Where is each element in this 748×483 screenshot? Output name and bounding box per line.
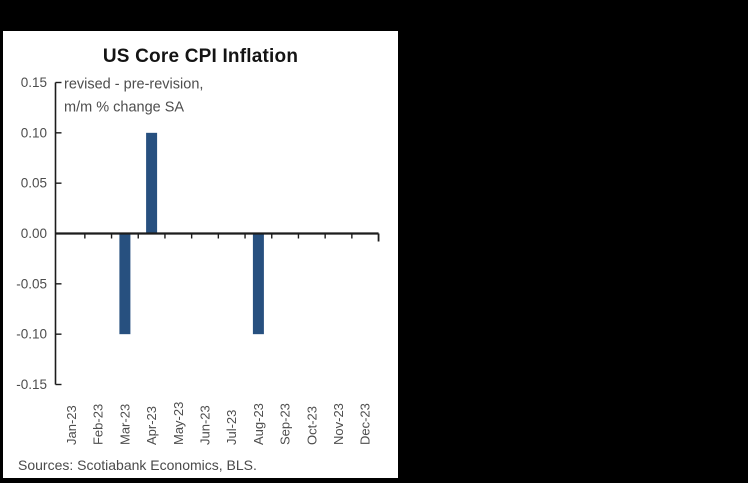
x-tick-label: Oct-23 (304, 406, 319, 445)
annotation-line: revised - pre-revision, (64, 77, 203, 93)
y-tick-label: -0.10 (16, 327, 47, 342)
bar-Apr-23 (146, 132, 158, 234)
x-tick-label: Sep-23 (278, 403, 293, 445)
source-note: Sources: Scotiabank Economics, BLS. (18, 457, 257, 473)
x-tick-label: Jul-23 (224, 410, 239, 445)
x-tick-label: Dec-23 (358, 403, 373, 445)
x-tick-label: May-23 (171, 402, 186, 445)
x-tick-label: Apr-23 (144, 406, 159, 445)
y-tick-label: 0.00 (21, 226, 47, 241)
x-tick-label: Jun-23 (198, 405, 213, 445)
bar-Aug-23 (252, 233, 264, 335)
y-tick-label: 0.05 (21, 176, 47, 191)
y-tick-label: 0.15 (21, 75, 47, 90)
x-tick-label: Mar-23 (117, 404, 132, 445)
y-tick-label: -0.05 (16, 276, 47, 291)
y-tick-label: -0.15 (16, 377, 47, 392)
bar-Mar-23 (119, 233, 131, 335)
x-tick-label: Feb-23 (91, 404, 106, 445)
annotation-line: m/m % change SA (64, 100, 184, 116)
x-tick-label: Jan-23 (64, 405, 79, 445)
chart-title: US Core CPI Inflation (102, 46, 299, 67)
bar-chart: 0.15 0.10 0.05 0.00 -0.05 -0.10 -0.15 Jan-23 Feb… (16, 75, 380, 445)
x-tick-label: Aug-23 (251, 403, 266, 445)
y-tick-label: 0.10 (21, 125, 47, 140)
x-tick-label: Nov-23 (331, 403, 346, 445)
chart-panel: 0.15 0.10 0.05 0.00 -0.05 -0.10 -0.15 Jan-23 Feb… (3, 31, 398, 478)
